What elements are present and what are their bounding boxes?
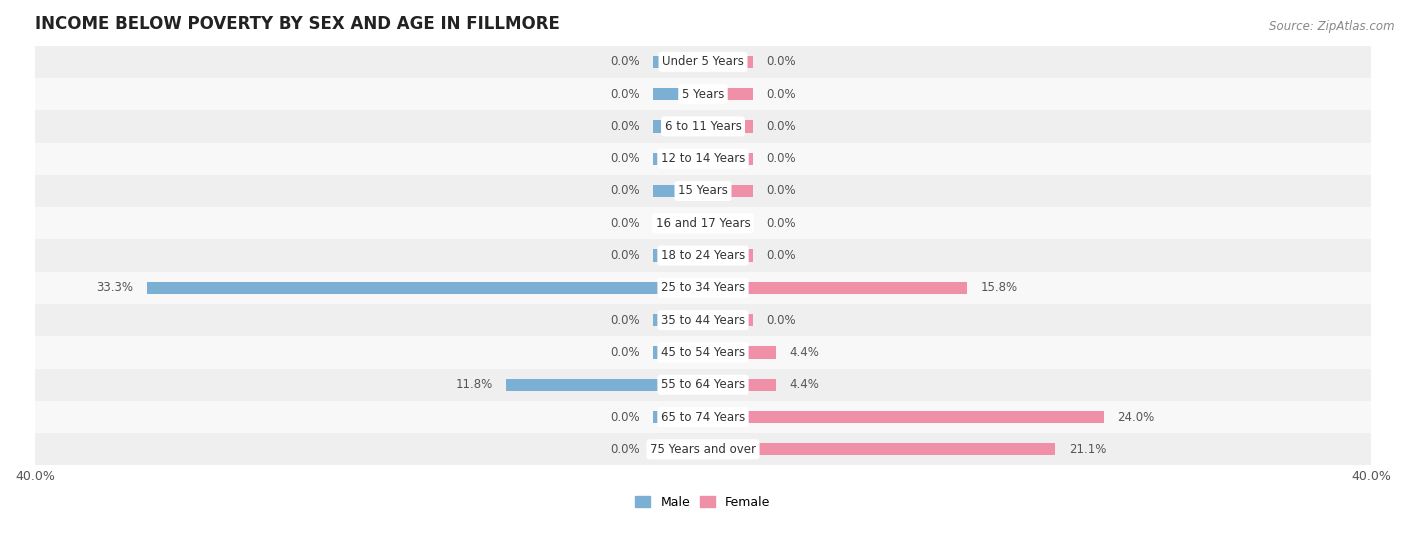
Text: 0.0%: 0.0% — [610, 88, 640, 100]
Bar — [35, 433, 1371, 465]
Bar — [652, 411, 703, 423]
Text: 6 to 11 Years: 6 to 11 Years — [665, 120, 741, 133]
Bar — [35, 46, 1371, 78]
Text: 11.8%: 11.8% — [456, 378, 492, 391]
Text: 5 Years: 5 Years — [682, 88, 724, 100]
Bar — [652, 185, 703, 197]
Text: 75 Years and over: 75 Years and over — [650, 443, 756, 456]
Bar — [35, 110, 1371, 142]
Bar — [35, 272, 1371, 304]
Bar — [652, 347, 703, 359]
Bar — [652, 121, 703, 133]
Bar — [703, 88, 754, 100]
Text: 12 to 14 Years: 12 to 14 Years — [661, 152, 745, 165]
Bar — [703, 185, 754, 197]
Text: 16 and 17 Years: 16 and 17 Years — [655, 217, 751, 230]
Text: 45 to 54 Years: 45 to 54 Years — [661, 346, 745, 359]
Text: 0.0%: 0.0% — [766, 185, 796, 198]
Text: 25 to 34 Years: 25 to 34 Years — [661, 281, 745, 295]
Text: 65 to 74 Years: 65 to 74 Years — [661, 411, 745, 424]
Text: 15.8%: 15.8% — [980, 281, 1018, 295]
Text: 0.0%: 0.0% — [766, 152, 796, 165]
Text: 24.0%: 24.0% — [1118, 411, 1154, 424]
Bar — [652, 249, 703, 262]
Text: 4.4%: 4.4% — [790, 346, 820, 359]
Text: Under 5 Years: Under 5 Years — [662, 55, 744, 68]
Bar — [35, 78, 1371, 110]
Bar — [703, 217, 754, 229]
Bar — [35, 369, 1371, 401]
Bar — [35, 207, 1371, 239]
Bar — [703, 314, 754, 326]
Bar — [703, 379, 776, 391]
Bar — [703, 347, 776, 359]
Legend: Male, Female: Male, Female — [630, 491, 776, 514]
Bar — [35, 142, 1371, 175]
Text: 0.0%: 0.0% — [766, 120, 796, 133]
Bar — [703, 121, 754, 133]
Text: 21.1%: 21.1% — [1069, 443, 1107, 456]
Text: 0.0%: 0.0% — [766, 314, 796, 326]
Bar — [703, 282, 967, 294]
Bar — [652, 56, 703, 68]
Text: INCOME BELOW POVERTY BY SEX AND AGE IN FILLMORE: INCOME BELOW POVERTY BY SEX AND AGE IN F… — [35, 15, 560, 33]
Text: 0.0%: 0.0% — [610, 346, 640, 359]
Text: 0.0%: 0.0% — [610, 120, 640, 133]
Bar — [652, 314, 703, 326]
Bar — [35, 175, 1371, 207]
Bar — [35, 401, 1371, 433]
Text: 18 to 24 Years: 18 to 24 Years — [661, 249, 745, 262]
Bar — [703, 443, 1056, 455]
Bar — [703, 152, 754, 165]
Text: 0.0%: 0.0% — [766, 55, 796, 68]
Bar — [35, 336, 1371, 369]
Bar — [35, 304, 1371, 336]
Bar — [146, 282, 703, 294]
Bar — [703, 249, 754, 262]
Text: 0.0%: 0.0% — [610, 185, 640, 198]
Text: 0.0%: 0.0% — [610, 152, 640, 165]
Text: 0.0%: 0.0% — [610, 443, 640, 456]
Text: 0.0%: 0.0% — [766, 88, 796, 100]
Text: 0.0%: 0.0% — [610, 249, 640, 262]
Text: 0.0%: 0.0% — [766, 249, 796, 262]
Text: 0.0%: 0.0% — [610, 217, 640, 230]
Text: 0.0%: 0.0% — [610, 55, 640, 68]
Text: 15 Years: 15 Years — [678, 185, 728, 198]
Text: 0.0%: 0.0% — [766, 217, 796, 230]
Text: 55 to 64 Years: 55 to 64 Years — [661, 378, 745, 391]
Text: Source: ZipAtlas.com: Source: ZipAtlas.com — [1270, 20, 1395, 32]
Bar — [652, 217, 703, 229]
Bar — [652, 88, 703, 100]
Bar — [652, 443, 703, 455]
Text: 0.0%: 0.0% — [610, 314, 640, 326]
Bar — [652, 152, 703, 165]
Bar — [506, 379, 703, 391]
Bar — [703, 411, 1104, 423]
Text: 4.4%: 4.4% — [790, 378, 820, 391]
Bar — [35, 239, 1371, 272]
Text: 33.3%: 33.3% — [97, 281, 134, 295]
Text: 35 to 44 Years: 35 to 44 Years — [661, 314, 745, 326]
Text: 0.0%: 0.0% — [610, 411, 640, 424]
Bar — [703, 56, 754, 68]
